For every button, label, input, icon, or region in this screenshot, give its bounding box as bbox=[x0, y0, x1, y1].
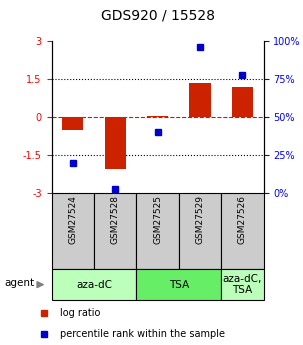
Bar bbox=[147, 116, 168, 117]
Bar bbox=[232, 87, 253, 117]
Text: aza-dC: aza-dC bbox=[76, 280, 112, 289]
Text: GSM27524: GSM27524 bbox=[68, 196, 77, 244]
Bar bbox=[179, 193, 221, 269]
Text: percentile rank within the sample: percentile rank within the sample bbox=[60, 329, 225, 339]
Bar bbox=[136, 269, 221, 300]
Bar bbox=[221, 269, 264, 300]
Bar bbox=[94, 193, 136, 269]
Text: aza-dC,
TSA: aza-dC, TSA bbox=[223, 274, 262, 295]
Text: TSA: TSA bbox=[169, 280, 189, 289]
Text: GSM27528: GSM27528 bbox=[111, 196, 120, 245]
Text: agent: agent bbox=[4, 278, 34, 288]
Bar bbox=[189, 83, 211, 117]
Bar bbox=[136, 193, 179, 269]
Bar bbox=[221, 193, 264, 269]
Text: GDS920 / 15528: GDS920 / 15528 bbox=[101, 9, 215, 22]
Text: log ratio: log ratio bbox=[60, 308, 101, 318]
Bar bbox=[52, 193, 94, 269]
Text: GSM27526: GSM27526 bbox=[238, 196, 247, 245]
Text: GSM27529: GSM27529 bbox=[195, 196, 205, 245]
Bar bbox=[105, 117, 126, 169]
Text: GSM27525: GSM27525 bbox=[153, 196, 162, 245]
Bar bbox=[62, 117, 83, 130]
Bar bbox=[52, 269, 136, 300]
